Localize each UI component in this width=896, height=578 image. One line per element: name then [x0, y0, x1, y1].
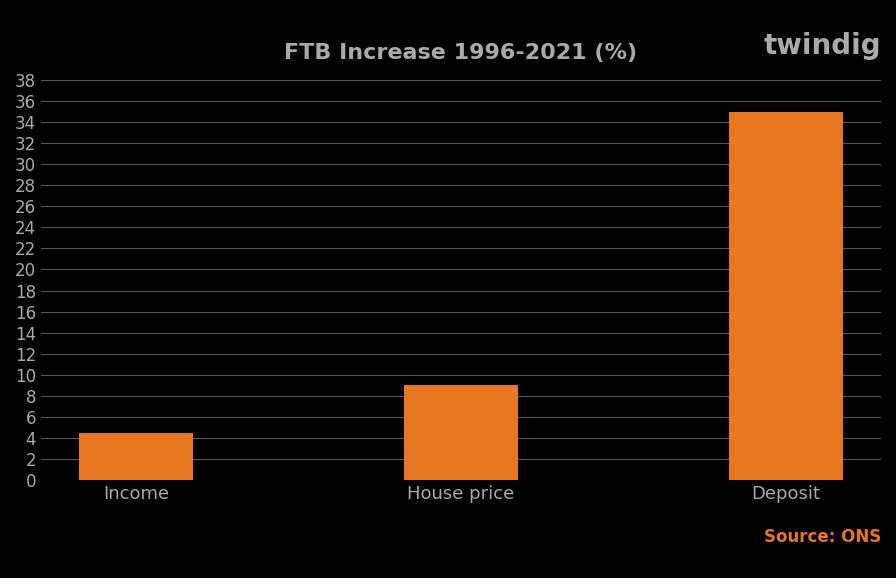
Text: Source: ONS: Source: ONS [763, 528, 881, 546]
Bar [404, 386, 518, 480]
Title: FTB Increase 1996-2021 (%): FTB Increase 1996-2021 (%) [285, 43, 638, 63]
Bar [729, 112, 843, 480]
Text: twindig: twindig [763, 32, 881, 60]
Bar [79, 433, 193, 480]
